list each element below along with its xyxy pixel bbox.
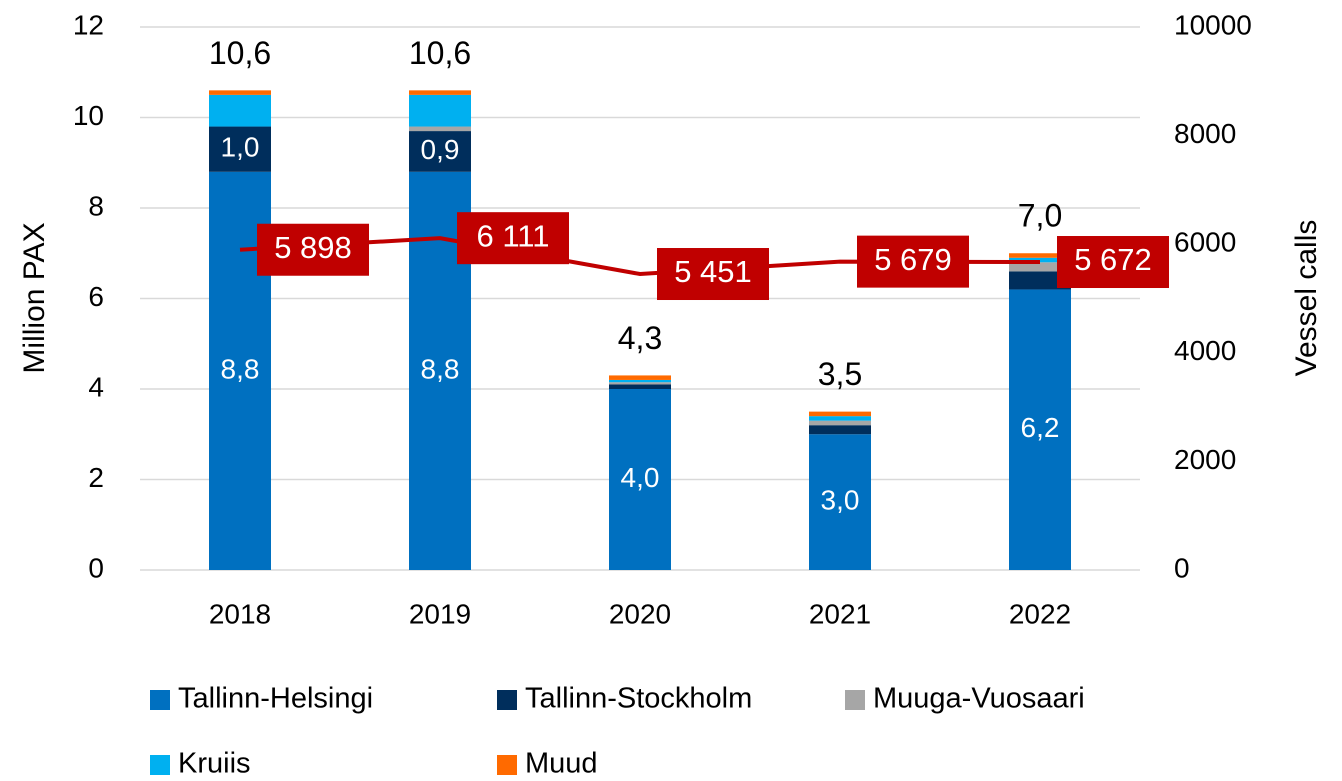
legend-swatch [150, 755, 170, 775]
y2-tick-label: 4000 [1174, 335, 1236, 366]
y-tick-label: 12 [73, 9, 104, 40]
point-label-box [857, 235, 969, 288]
y-tick-label: 2 [88, 462, 104, 493]
y2-tick-label: 10000 [1174, 9, 1252, 40]
total-label: 7,0 [1018, 198, 1062, 234]
point-label-box [657, 248, 769, 301]
bar-segment [409, 131, 471, 172]
legend-swatch [150, 690, 170, 710]
segment-label: 8,8 [221, 353, 260, 384]
bar-segment [1009, 262, 1071, 272]
bar-segment [1009, 289, 1071, 570]
total-label: 10,6 [409, 35, 471, 71]
legend-label: Kruiis [178, 748, 251, 780]
point-label-box [1057, 236, 1169, 289]
y2-tick-label: 0 [1174, 552, 1190, 583]
bar-segment [809, 411, 871, 417]
x-tick-label: 2018 [209, 598, 271, 629]
y-tick-label: 10 [73, 100, 104, 131]
segment-label: 3,0 [821, 485, 860, 516]
y2-axis-title: Vessel calls [1290, 220, 1323, 377]
bar-segment [609, 379, 671, 383]
bar-segment [609, 382, 671, 385]
segment-label: 6,2 [1021, 412, 1060, 443]
legend-swatch [497, 690, 517, 710]
y2-tick-label: 6000 [1174, 227, 1236, 258]
y-axis-title: Million PAX [18, 222, 51, 373]
bar-segment [809, 420, 871, 426]
bar-segment [809, 416, 871, 421]
segment-label: 1,0 [221, 132, 260, 163]
point-label: 5 679 [874, 242, 952, 277]
legend-swatch [845, 690, 865, 710]
legend-swatch [497, 755, 517, 775]
total-label: 3,5 [818, 356, 862, 392]
bar-segment [209, 94, 271, 127]
y-tick-label: 0 [88, 552, 104, 583]
bar-segment [409, 94, 471, 127]
point-label: 6 111 [477, 218, 550, 253]
bar-segment [609, 375, 671, 380]
segment-label: 4,0 [621, 462, 660, 493]
point-label: 5 672 [1074, 242, 1152, 277]
segment-label: 0,9 [421, 134, 460, 165]
y-tick-label: 4 [88, 371, 104, 402]
bar-segment [409, 90, 471, 95]
total-label: 4,3 [618, 320, 662, 356]
point-label-box [457, 212, 569, 265]
y2-tick-label: 8000 [1174, 118, 1236, 149]
point-label: 5 898 [274, 230, 352, 265]
bar-segment [809, 434, 871, 570]
bar-segment [209, 90, 271, 95]
bar-segment [1009, 271, 1071, 290]
point-label: 5 451 [674, 254, 752, 289]
bar-segment [609, 384, 671, 389]
legend-label: Muud [525, 748, 598, 780]
bar-segment [209, 126, 271, 172]
bar-segment [809, 425, 871, 435]
total-label: 10,6 [209, 35, 271, 71]
y-tick-label: 8 [88, 190, 104, 221]
point-label-box [257, 223, 369, 276]
legend-label: Muuga-Vuosaari [873, 683, 1085, 715]
y-tick-label: 6 [88, 281, 104, 312]
bar-segment [1009, 253, 1071, 258]
x-tick-label: 2022 [1009, 598, 1071, 629]
bar-segment [609, 389, 671, 570]
x-tick-label: 2019 [409, 598, 471, 629]
bar-segment [409, 126, 471, 132]
legend-label: Tallinn-Stockholm [525, 683, 752, 715]
segment-label: 8,8 [421, 353, 460, 384]
x-tick-label: 2021 [809, 598, 871, 629]
x-tick-label: 2020 [609, 598, 671, 629]
y2-tick-label: 2000 [1174, 444, 1236, 475]
legend-label: Tallinn-Helsingi [178, 683, 373, 715]
